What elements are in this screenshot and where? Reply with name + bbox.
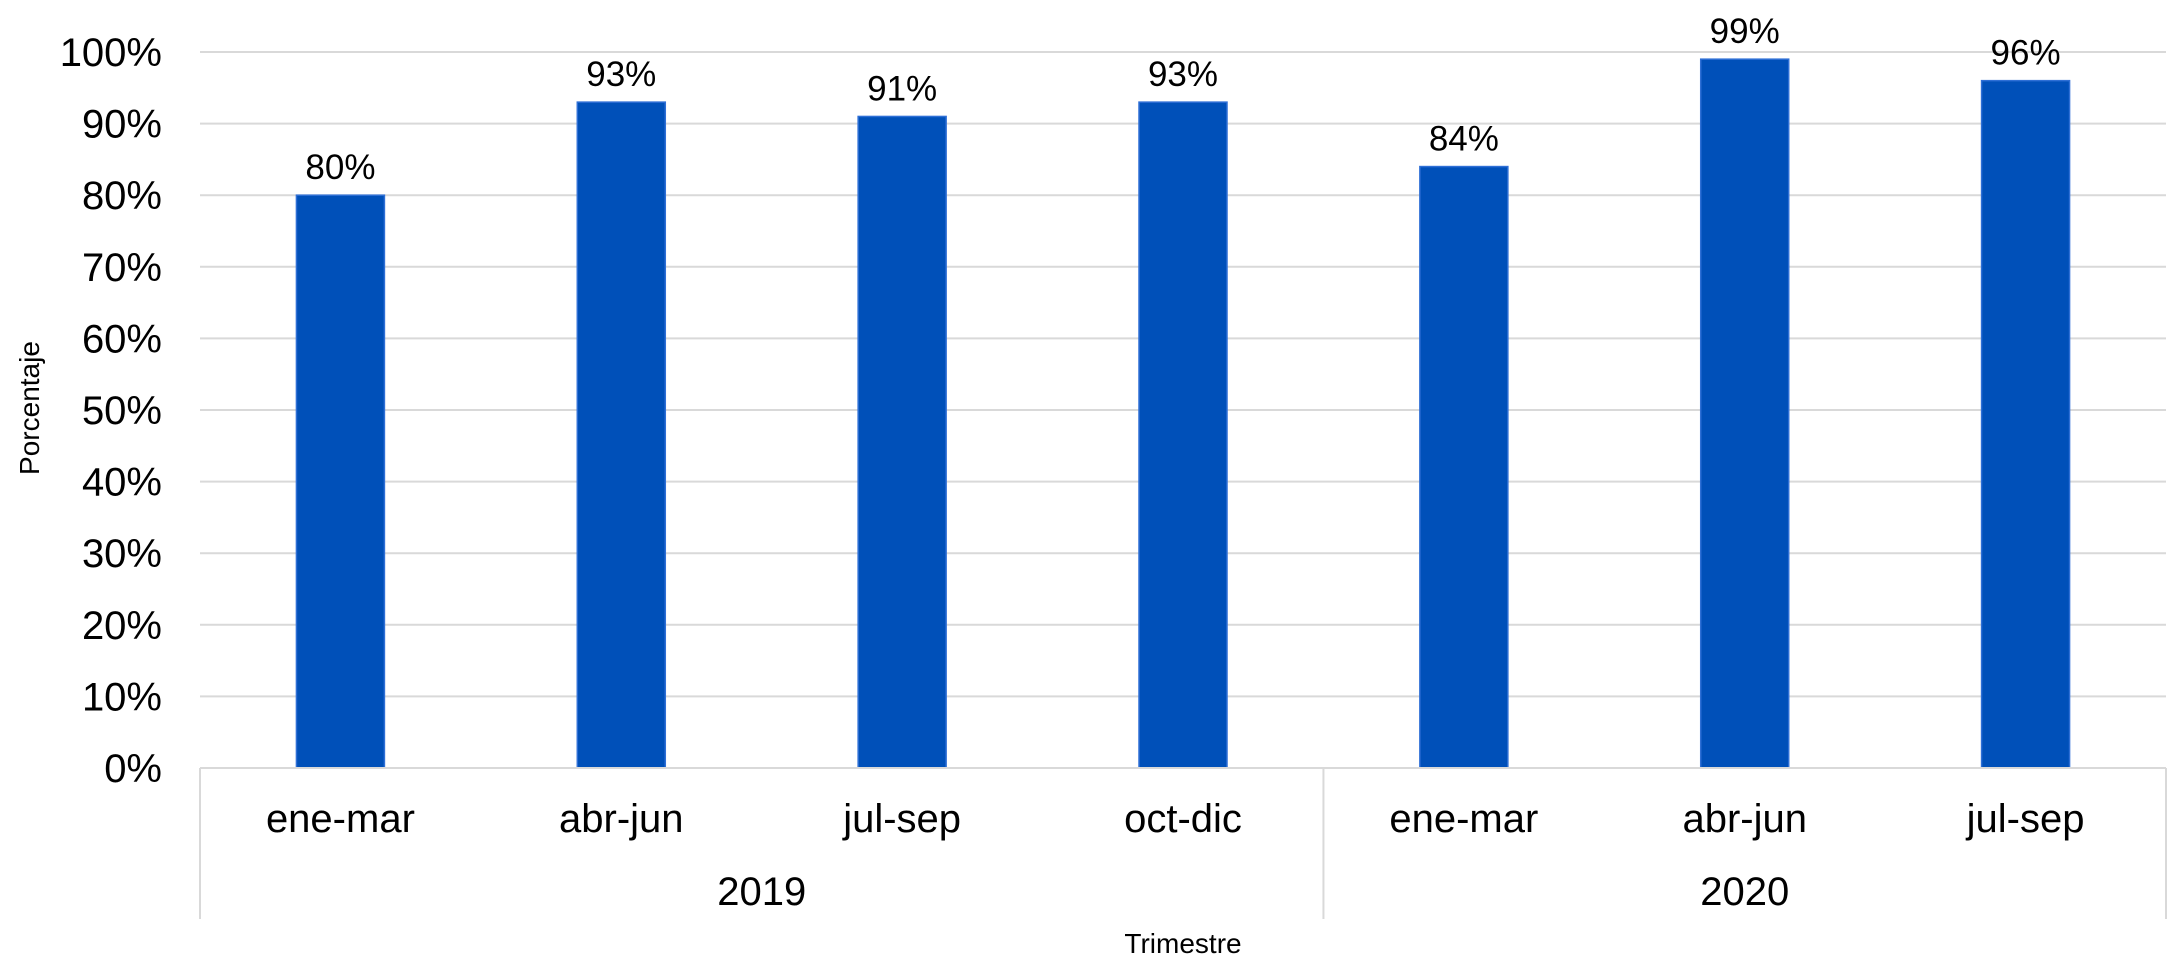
bar (576, 101, 667, 769)
bar (295, 194, 386, 769)
y-tick-label: 10% (82, 675, 162, 719)
labels: 0% 10% 20% 30% 40% 50% 60% 70% 80% 90% 100% 80% 93% 9… (60, 12, 2085, 914)
data-label: 91% (867, 69, 937, 108)
data-label: 99% (1710, 12, 1780, 51)
x-axis-title: Trimestre (1124, 928, 1241, 959)
y-tick-label: 0% (104, 747, 162, 791)
data-label: 84% (1429, 120, 1499, 159)
y-tick-label: 30% (82, 532, 162, 576)
data-label: 93% (1148, 55, 1218, 94)
y-tick-label: 50% (82, 389, 162, 433)
bar (857, 115, 947, 769)
axes (199, 767, 2167, 919)
y-axis-title: Porcentaje (14, 341, 45, 475)
bar (1419, 165, 1509, 769)
x-tick-label: abr-jun (1682, 797, 1807, 841)
x-tick-label: jul-sep (842, 797, 961, 841)
data-label: 93% (586, 55, 656, 94)
bar (1699, 58, 1790, 769)
x-tick-label: ene-mar (266, 797, 415, 841)
y-tick-label: 90% (82, 103, 162, 147)
data-label: 96% (1991, 34, 2061, 73)
x-tick-label: oct-dic (1124, 797, 1242, 841)
x-tick-label: ene-mar (1389, 797, 1538, 841)
bar (1980, 79, 2071, 769)
x-group-label: 2019 (717, 870, 806, 914)
y-tick-label: 80% (82, 174, 162, 218)
x-group-label: 2020 (1700, 870, 1789, 914)
x-tick-label: jul-sep (1966, 797, 2085, 841)
y-tick-label: 60% (82, 317, 162, 361)
data-label: 80% (305, 148, 375, 187)
bar (1138, 101, 1228, 769)
y-tick-label: 100% (60, 31, 162, 75)
y-tick-label: 70% (82, 246, 162, 290)
bars (295, 58, 2071, 769)
y-tick-label: 20% (82, 604, 162, 648)
x-tick-label: abr-jun (559, 797, 684, 841)
y-tick-label: 40% (82, 461, 162, 505)
